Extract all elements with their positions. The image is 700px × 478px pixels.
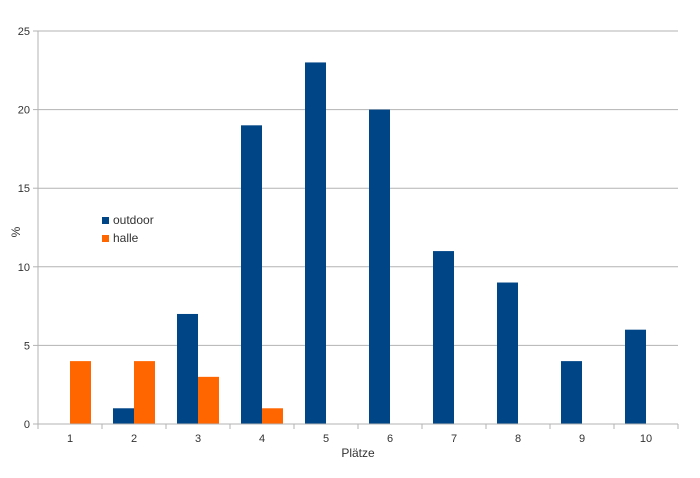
- x-tick-label-6: 6: [387, 433, 393, 445]
- legend-label-outdoor: outdoor: [113, 213, 154, 227]
- y-tick-label-20: 20: [18, 105, 30, 117]
- bar-outdoor-5: [305, 62, 326, 424]
- y-tick-label-0: 0: [24, 419, 30, 431]
- x-tick-label-3: 3: [195, 433, 201, 445]
- x-tick-label-4: 4: [259, 433, 265, 445]
- bars: [70, 62, 646, 424]
- bar-outdoor-9: [561, 361, 582, 424]
- x-axis-label: Plätze: [341, 446, 375, 460]
- y-tick-labels: 0 5 10 15 20 25: [18, 26, 38, 431]
- bar-halle-3: [198, 376, 219, 424]
- x-tick-label-1: 1: [67, 433, 73, 445]
- x-tick-label-8: 8: [515, 433, 521, 445]
- y-axis-label: %: [9, 226, 23, 237]
- legend: outdoor halle: [102, 213, 154, 245]
- legend-label-halle: halle: [113, 231, 139, 245]
- bar-outdoor-4: [241, 125, 262, 424]
- bar-outdoor-10: [625, 329, 646, 424]
- bar-halle-2: [134, 361, 155, 424]
- legend-swatch-halle: [102, 235, 109, 242]
- x-tick-label-2: 2: [131, 433, 137, 445]
- bar-outdoor-3: [177, 313, 198, 424]
- y-tick-label-15: 15: [18, 183, 30, 195]
- y-tick-label-25: 25: [18, 26, 30, 38]
- x-tick-label-7: 7: [451, 433, 457, 445]
- bar-halle-4: [262, 408, 283, 424]
- legend-swatch-outdoor: [102, 217, 109, 224]
- x-tick-label-5: 5: [323, 433, 329, 445]
- x-tick-labels: 1 2 3 4 5 6 7 8 9 10: [37, 424, 679, 445]
- gridlines: [38, 30, 678, 346]
- bar-outdoor-7: [433, 251, 454, 424]
- bar-outdoor-8: [497, 282, 518, 424]
- y-tick-label-5: 5: [24, 340, 30, 352]
- x-tick-label-9: 9: [579, 433, 585, 445]
- bar-halle-1: [70, 361, 91, 424]
- bar-outdoor-2: [113, 408, 134, 424]
- bar-outdoor-6: [369, 109, 390, 424]
- x-tick-label-10: 10: [640, 433, 652, 445]
- y-tick-label-10: 10: [18, 262, 30, 274]
